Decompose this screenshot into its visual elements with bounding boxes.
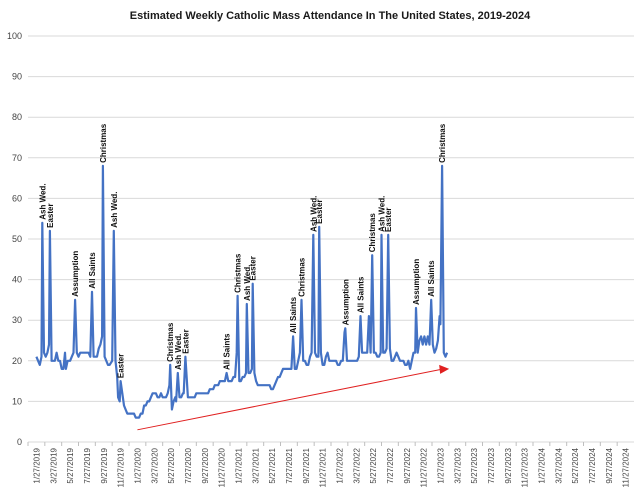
annotation-label: Ash Wed. [174,334,183,370]
series-line [35,164,449,419]
annotation-label: Assumption [412,259,421,305]
x-tick-label: 3/27/2022 [352,447,361,483]
x-tick-label: 7/27/2023 [487,447,496,483]
x-tick-label: 7/27/2020 [184,447,193,483]
y-axis-ticks: 0 10 20 30 40 50 60 70 80 90 100 [7,31,22,447]
x-tick-label: 11/27/2022 [420,447,429,487]
series-layer [35,164,449,419]
annotation-label: Easter [46,203,55,227]
annotation-label: Ash Wed. [309,196,318,232]
x-tick-label: 9/27/2021 [302,447,311,483]
annotation-label: All Saints [223,333,232,370]
y-tick-label: 70 [12,153,22,163]
x-tick-label: 9/27/2020 [201,447,210,483]
x-tick-label: 3/27/2023 [453,447,462,483]
annotation-label: All Saints [356,276,365,313]
x-tick-label: 5/27/2024 [571,447,580,483]
x-tick-label: 1/27/2024 [537,447,546,483]
x-tick-label: 3/27/2020 [150,447,159,483]
y-tick-label: 80 [12,112,22,122]
x-tick-label: 5/27/2019 [66,447,75,483]
x-tick-label: 7/27/2019 [83,447,92,483]
x-tick-label: 9/27/2023 [504,447,513,483]
chart-title: Estimated Weekly Catholic Mass Attendanc… [130,10,531,22]
x-tick-label: 1/27/2020 [133,447,142,483]
annotation-label: Christmas [438,123,447,163]
annotation-label: Ash Wed. [110,192,119,228]
y-tick-label: 20 [12,356,22,366]
annotation-label: Christmas [234,253,243,293]
y-tick-label: 60 [12,193,22,203]
gridlines [28,35,634,443]
annotation-label: Christmas [298,257,307,297]
annotation-label: Easter [117,354,126,378]
annotation-label: Assumption [341,279,350,325]
x-tick-label: 9/27/2019 [100,447,109,483]
annotation-label: All Saints [427,260,436,297]
x-tick-label: 9/27/2024 [605,447,614,483]
trend-layer [137,364,450,431]
x-tick-label: 7/27/2021 [285,447,294,483]
x-tick-label: 11/27/2021 [319,447,328,487]
x-tick-label: 11/27/2020 [218,447,227,487]
x-tick-label: 11/27/2024 [622,447,631,487]
annotation-label: Christmas [166,322,175,362]
annotation-label: Christmas [99,123,108,163]
x-tick-label: 11/27/2019 [117,447,126,487]
annotation-label: Ash Wed. [378,196,387,232]
x-tick-label: 5/27/2021 [268,447,277,483]
x-tick-label: 1/27/2021 [234,447,243,483]
y-tick-label: 10 [12,396,22,406]
x-tick-label: 5/27/2023 [470,447,479,483]
x-tick-label: 3/27/2024 [554,447,563,483]
x-tick-label: 5/27/2022 [369,447,378,483]
x-tick-label: 3/27/2021 [251,447,260,483]
annotation-label: All Saints [88,252,97,289]
annotation-label: Ash Wed. [38,183,47,219]
y-tick-label: 100 [7,31,22,41]
annotation-label: Easter [181,329,190,353]
x-tick-label: 11/27/2023 [521,447,530,487]
y-tick-label: 30 [12,315,22,325]
x-tick-label: 9/27/2022 [403,447,412,483]
x-tick-label: 1/27/2023 [436,447,445,483]
annotation-label: Ash Wed. [243,265,252,301]
y-tick-label: 90 [12,72,22,82]
annotation-label: Christmas [368,213,377,253]
x-axis-ticks: 1/27/2019 3/27/2019 5/27/2019 7/27/2019 9/27… [27,442,631,487]
x-tick-label: 7/27/2024 [588,447,597,483]
x-tick-label: 3/27/2019 [49,447,58,483]
y-tick-label: 50 [12,234,22,244]
y-tick-label: 0 [17,437,22,447]
annotation-label: Assumption [71,251,80,297]
annotation-label: All Saints [289,296,298,333]
x-tick-label: 7/27/2022 [386,447,395,483]
annotation-label: Easter [249,256,258,280]
x-tick-label: 5/27/2020 [167,447,176,483]
x-tick-label: 1/27/2019 [32,447,41,483]
trend-arrowhead [439,364,450,374]
annotation-label: Easter [315,199,324,223]
x-tick-label: 1/27/2022 [335,447,344,483]
annotation-label: Easter [384,207,393,231]
y-tick-label: 40 [12,275,22,285]
trend-line [137,368,442,431]
